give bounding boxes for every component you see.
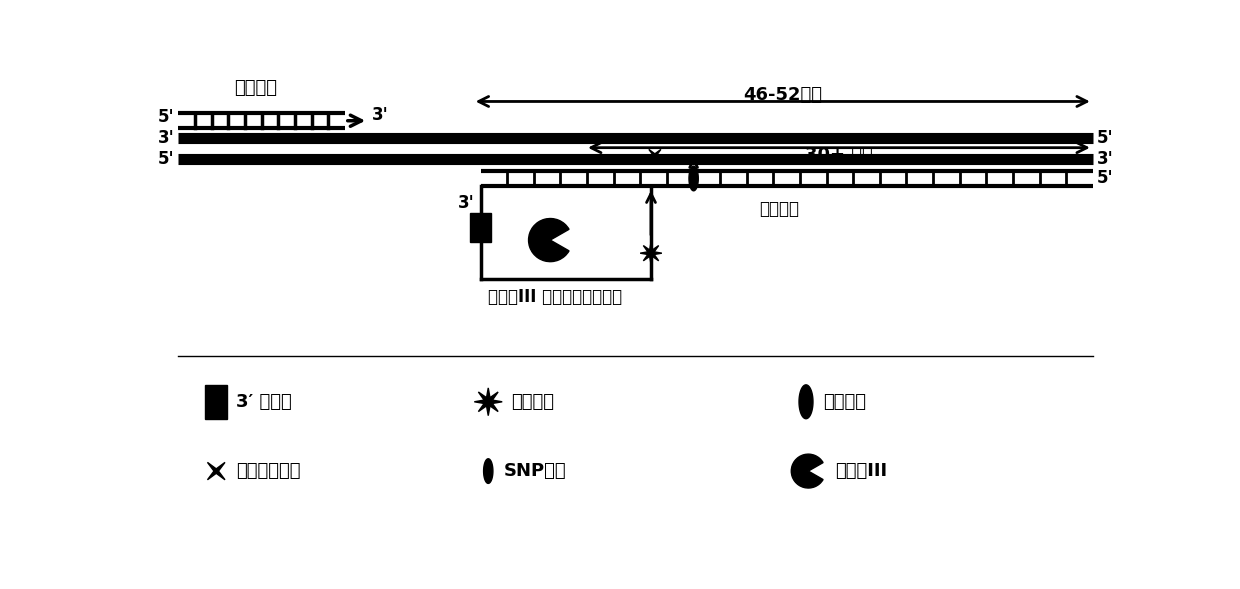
- Polygon shape: [649, 150, 661, 161]
- Polygon shape: [640, 243, 662, 264]
- Text: 荧光基团: 荧光基团: [511, 393, 554, 411]
- Polygon shape: [799, 385, 813, 419]
- Wedge shape: [791, 454, 823, 488]
- Bar: [470, 213, 491, 243]
- Text: 四氢呋喃位点: 四氢呋喃位点: [237, 462, 301, 480]
- Polygon shape: [484, 459, 494, 484]
- Text: 46-52碱基: 46-52碱基: [743, 87, 822, 104]
- Polygon shape: [474, 388, 502, 416]
- Text: 上游引物: 上游引物: [234, 78, 278, 97]
- Text: 3′ 阻滞剂: 3′ 阻滞剂: [237, 393, 293, 411]
- Text: 外切酶III 切割四氢呋喃位点: 外切酶III 切割四氢呋喃位点: [489, 288, 622, 306]
- Text: 5': 5': [1096, 130, 1114, 147]
- Text: 3': 3': [372, 107, 389, 124]
- Text: 5': 5': [1096, 170, 1114, 187]
- Text: 3': 3': [1096, 150, 1114, 168]
- Text: 下游探针: 下游探针: [759, 200, 800, 218]
- Text: 3': 3': [458, 194, 474, 212]
- Bar: [206, 385, 227, 419]
- Polygon shape: [689, 166, 698, 191]
- Polygon shape: [207, 462, 224, 480]
- Text: 5': 5': [157, 150, 175, 168]
- Text: 5': 5': [157, 108, 175, 126]
- Text: 猝灭基团: 猝灭基团: [823, 393, 866, 411]
- Text: 3': 3': [157, 130, 175, 147]
- Text: SNP位点: SNP位点: [503, 462, 567, 480]
- Wedge shape: [528, 219, 569, 262]
- Text: 外切酶III: 外切酶III: [836, 462, 888, 480]
- Text: 30+ 碱基: 30+ 碱基: [805, 147, 873, 164]
